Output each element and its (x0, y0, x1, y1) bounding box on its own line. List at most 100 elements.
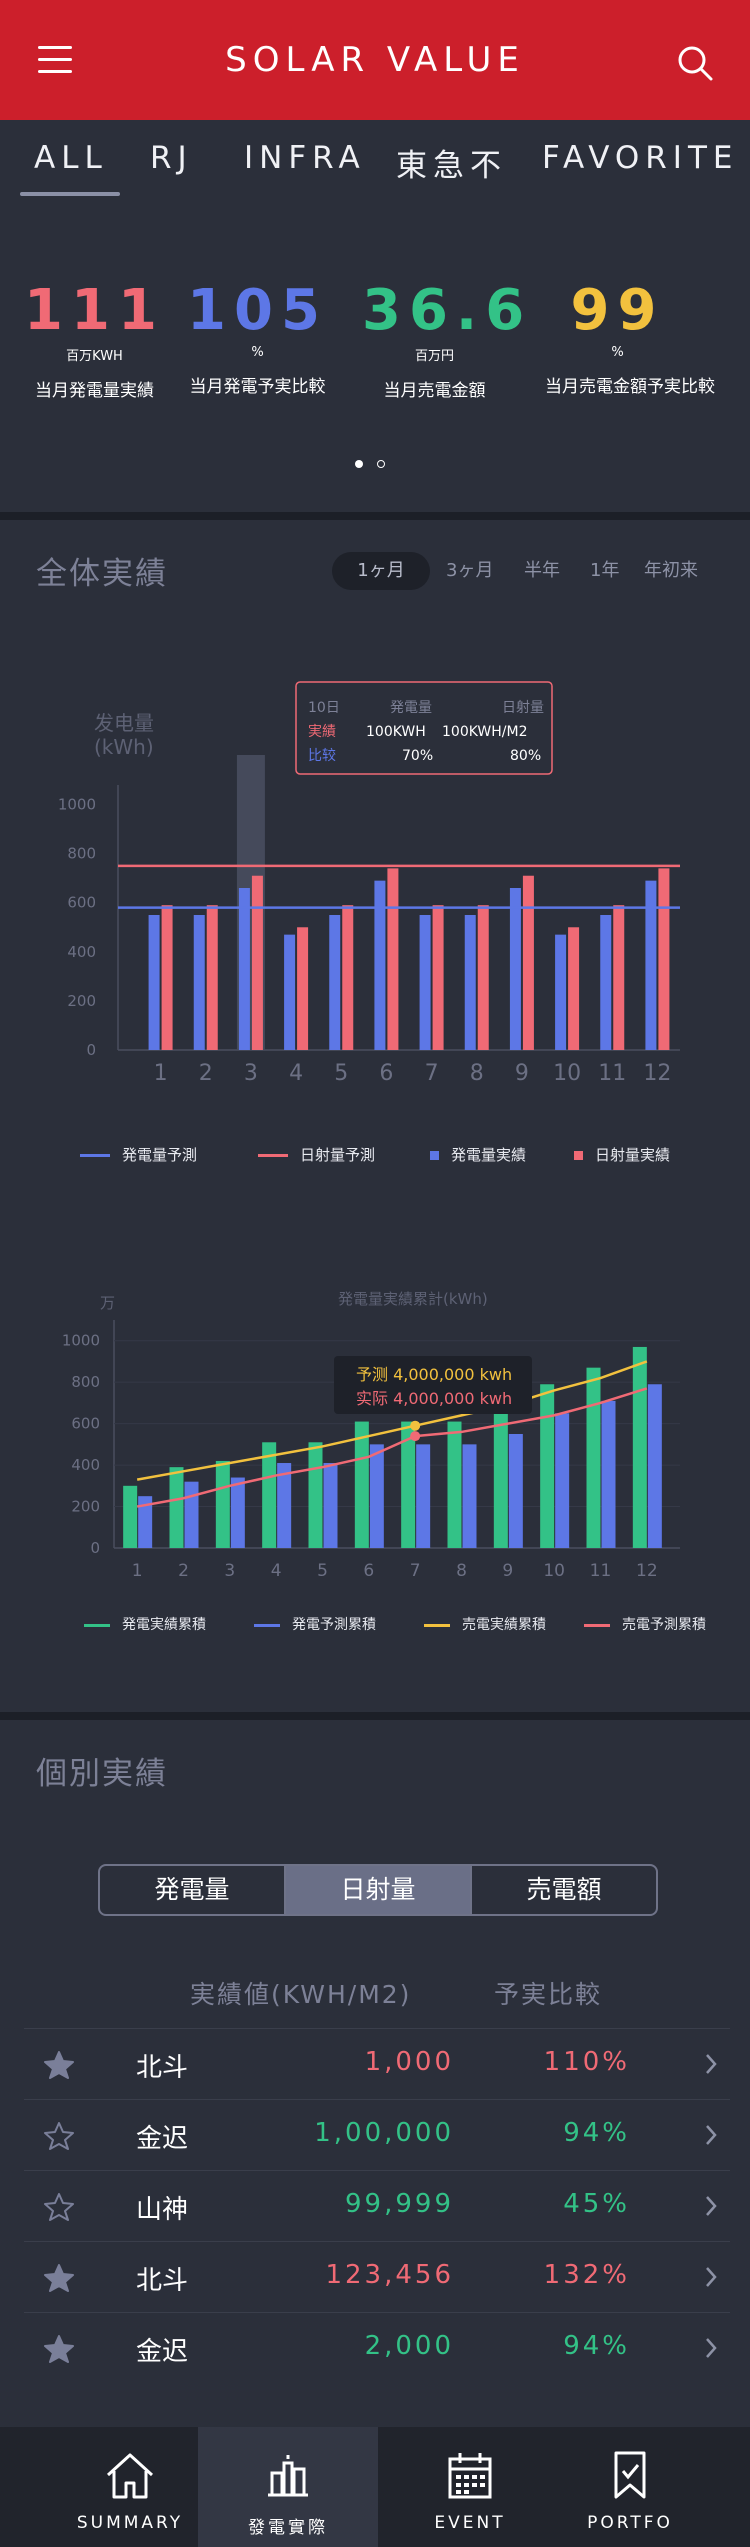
home-icon (106, 2453, 154, 2499)
tooltip-row1-label: 実績 (308, 724, 336, 740)
period-1-month[interactable]: 1ヶ月 (332, 552, 430, 590)
kpi-value: 111 (24, 278, 165, 343)
tooltip-row1-v1: 100KWH (366, 724, 426, 740)
chevron-right-icon[interactable] (704, 2266, 718, 2288)
chart1-legend: 発電量予測 日射量予測 発電量実績 日射量実績 (80, 1144, 720, 1168)
bar-forecast-cumulative (508, 1434, 523, 1548)
metric-segmented-control: 発電量 日射量 売電額 (98, 1864, 658, 1916)
x-tick-label: 6 (363, 1561, 374, 1580)
tab-tokyu[interactable]: 東急不 (396, 148, 507, 184)
search-icon[interactable] (676, 44, 714, 82)
bar-forecast-cumulative (277, 1463, 292, 1548)
bar-generation (419, 915, 431, 1050)
x-tick-label: 12 (643, 1061, 671, 1086)
period-ytd[interactable]: 年初来 (644, 560, 698, 581)
chevron-right-icon[interactable] (704, 2053, 718, 2075)
column-header-value: 実績値(KWH/M2) (190, 1980, 412, 2009)
y-tick-label: 400 (67, 943, 96, 961)
y-tick-label: 600 (71, 1415, 100, 1433)
x-tick-label: 5 (334, 1061, 348, 1086)
x-tick-label: 1 (154, 1061, 168, 1086)
period-3-months[interactable]: 3ヶ月 (446, 560, 494, 581)
bar-irradiance (432, 905, 444, 1050)
bar-irradiance (206, 905, 218, 1050)
bar-actual-cumulative (169, 1467, 184, 1548)
plant-row[interactable]: 山神 99,999 45% (24, 2170, 730, 2240)
plant-row[interactable]: 金迟 2,000 94% (24, 2312, 730, 2382)
tooltip-row2-label: 比较 (308, 748, 336, 764)
tab-favorite[interactable]: FAVORITE (542, 140, 739, 176)
y-tick-label: 0 (86, 1041, 96, 1059)
plant-value: 123,456 (325, 2260, 454, 2290)
x-tick-label: 6 (379, 1061, 393, 1086)
nav-generation[interactable]: 發電實際 (198, 2427, 378, 2547)
nav-event[interactable]: EVENT (380, 2427, 560, 2547)
x-tick-label: 9 (515, 1061, 529, 1086)
plant-ratio: 45% (563, 2189, 630, 2219)
bar-actual-cumulative (262, 1442, 277, 1548)
segment-generation[interactable]: 発電量 (154, 1875, 230, 1904)
plant-row[interactable]: 北斗 1,000 110% (24, 2028, 730, 2098)
star-filled-icon[interactable] (44, 2264, 74, 2292)
x-tick-label: 11 (598, 1061, 626, 1086)
bar-actual-cumulative (540, 1384, 555, 1548)
bar-forecast-cumulative (184, 1481, 199, 1548)
hamburger-menu-icon[interactable] (38, 46, 72, 74)
segment-irradiance[interactable]: 日射量 (284, 1866, 470, 1914)
bar-generation (374, 880, 386, 1050)
kpi-label: 当月売電金額予実比較 (545, 377, 715, 397)
chart1-tooltip: 10日 発電量 日射量 実績 100KWH 100KWH/M2 比较 70% 8… (295, 681, 553, 775)
star-outline-icon[interactable] (44, 2122, 74, 2150)
tooltip-col2: 日射量 (502, 700, 544, 716)
tab-rj[interactable]: RJ (150, 140, 193, 176)
kpi-value: 99 (570, 278, 665, 343)
chevron-right-icon[interactable] (704, 2124, 718, 2146)
segment-sales[interactable]: 売電額 (470, 1866, 656, 1914)
chart2-legend: 発電実績累積 発電予測累積 売電実績累積 売電予測累積 (84, 1614, 724, 1638)
plant-row[interactable]: 金迟 1,00,000 94% (24, 2099, 730, 2169)
chevron-right-icon[interactable] (704, 2337, 718, 2359)
star-filled-icon[interactable] (44, 2051, 74, 2079)
y-tick-label: 800 (71, 1373, 100, 1391)
nav-label: EVENT (434, 2513, 506, 2533)
y-tick-label: 200 (67, 992, 96, 1010)
bar-irradiance (251, 875, 263, 1050)
star-filled-icon[interactable] (44, 2335, 74, 2363)
plant-row[interactable]: 北斗 123,456 132% (24, 2241, 730, 2311)
chevron-right-icon[interactable] (704, 2195, 718, 2217)
bar-irradiance (522, 875, 534, 1050)
star-outline-icon[interactable] (44, 2193, 74, 2221)
period-1-year[interactable]: 1年 (590, 560, 620, 581)
tab-infra[interactable]: INFRA (244, 140, 366, 176)
tab-all[interactable]: ALL (34, 140, 108, 176)
period-half-year[interactable]: 半年 (524, 560, 560, 581)
x-tick-label: 2 (199, 1061, 213, 1086)
kpi-label: 当月発電予実比較 (189, 377, 326, 397)
nav-summary[interactable]: SUMMARY (40, 2427, 220, 2547)
nav-label: 發電實際 (248, 2518, 328, 2538)
carousel-dot-active[interactable] (355, 460, 363, 468)
column-header-ratio: 予実比較 (494, 1980, 603, 2009)
legend-item: 日射量予測 (258, 1144, 375, 1165)
bar-actual-cumulative (632, 1346, 647, 1548)
kpi-generation-ratio: 105 % 当月発電予実比較 (185, 278, 330, 397)
x-tick-label: 11 (590, 1561, 612, 1580)
bar-irradiance (297, 927, 309, 1050)
tooltip-row1-v2: 100KWH/M2 (442, 724, 527, 740)
carousel-dot[interactable] (377, 460, 385, 468)
carousel-dots[interactable] (355, 453, 399, 472)
period-selector: 1ヶ月 3ヶ月 半年 1年 年初来 (332, 552, 722, 590)
bar-irradiance (613, 905, 625, 1050)
nav-portfolio[interactable]: PORTFO (540, 2427, 720, 2547)
y-tick-label: 400 (71, 1456, 100, 1474)
chart2-tooltip: 予测 4,000,000 kwh 实际 4,000,000 kwh (334, 1356, 532, 1414)
bar-generation (148, 915, 160, 1050)
bar-actual-cumulative (123, 1485, 138, 1548)
bar-actual-cumulative (354, 1421, 369, 1548)
kpi-label: 当月売電金額 (383, 381, 486, 401)
bar-irradiance (342, 905, 354, 1050)
x-tick-label: 2 (178, 1561, 189, 1580)
kpi-sales-ratio: 99 % 当月売電金額予実比較 (545, 278, 715, 397)
